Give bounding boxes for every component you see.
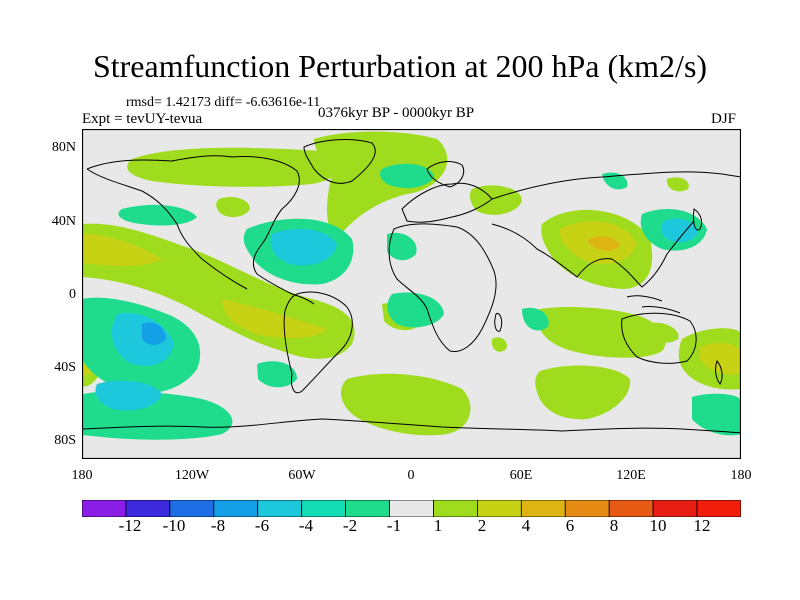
contour-negative <box>692 393 741 436</box>
contour-positive <box>666 177 689 192</box>
contour-positive <box>647 322 679 343</box>
contour-negative <box>522 307 549 331</box>
stats-text: rmsd= 1.42173 diff= -6.63616e-11 <box>126 95 321 110</box>
coast-japan <box>693 208 703 231</box>
contour-negative <box>660 218 698 243</box>
colorbar-label: 12 <box>693 516 711 535</box>
colorbar <box>82 500 741 517</box>
coast-africa <box>388 223 497 353</box>
contour-positive <box>587 236 620 251</box>
map-title: Streamfunction Perturbation at 200 hPa (… <box>92 48 708 84</box>
colorbar-box <box>125 500 171 517</box>
colorbar-box <box>169 500 215 517</box>
coast-asia-south <box>491 220 695 288</box>
lat-tick-label: 80N <box>51 140 76 155</box>
colorbar-box <box>696 500 741 517</box>
contour-positive <box>537 306 666 358</box>
lat-tick-label: 40N <box>51 214 76 229</box>
colorbar-label: -1 <box>386 516 402 535</box>
lon-tick-label: 60W <box>288 468 316 483</box>
experiment-label: Expt = tevUY-tevua <box>82 111 203 127</box>
lon-tick-label: 0 <box>407 468 415 483</box>
contour-positive <box>82 234 162 267</box>
colorbar-box <box>345 500 390 517</box>
colorbar-label: -2 <box>342 516 358 535</box>
coast-antarctica <box>82 418 741 434</box>
lon-tick-label: 120E <box>616 468 646 483</box>
contour-positive <box>127 147 341 187</box>
map-panel <box>82 129 741 459</box>
coast-asia <box>491 171 741 200</box>
colorbar-label: 10 <box>649 516 667 535</box>
colorbar-box <box>564 500 610 517</box>
coast-greenland <box>303 139 376 184</box>
colorbar-label: -4 <box>298 516 314 535</box>
contour-positive <box>216 197 250 218</box>
colorbar-box <box>82 500 127 517</box>
colorbar-label: 6 <box>565 516 575 535</box>
colorbar-box <box>301 500 346 517</box>
contour-positive <box>340 373 471 436</box>
lon-tick-label: 180 <box>71 468 93 483</box>
coast-europe <box>401 182 493 223</box>
map-frame <box>82 129 741 459</box>
lat-tick-label: 80S <box>54 433 76 448</box>
colorbar-label: 4 <box>521 516 531 535</box>
lat-tick-label: 0 <box>69 287 76 302</box>
colorbar-label: 2 <box>477 516 487 535</box>
contour-positive <box>222 299 327 339</box>
colorbar-label: -10 <box>162 516 186 535</box>
colorbar-box <box>257 500 303 517</box>
coast-scandinavia <box>426 161 465 188</box>
contour-negative <box>95 380 162 411</box>
colorbar-label: -8 <box>210 516 226 535</box>
colorbar-box <box>520 500 566 517</box>
colorbar-box <box>476 500 522 517</box>
contour-negative <box>142 322 166 345</box>
contour-negative <box>379 163 434 189</box>
coast-south-america <box>283 291 353 394</box>
colorbar-box <box>652 500 698 517</box>
colorbar-box <box>608 500 654 517</box>
coastlines <box>82 139 741 434</box>
contour-negative <box>257 361 297 388</box>
colorbar-box <box>213 500 259 517</box>
colorbar-label: 1 <box>433 516 443 535</box>
coast-australia <box>621 312 697 364</box>
contour-positive <box>700 342 741 375</box>
contour-negative <box>387 232 417 261</box>
colorbar-label: 8 <box>609 516 619 535</box>
colorbar-label: -12 <box>118 516 142 535</box>
colorbar-box <box>433 500 478 517</box>
contour-negative <box>270 228 337 266</box>
coast-indonesia <box>626 295 681 314</box>
period-label: 0376kyr BP - 0000kyr BP <box>318 105 475 121</box>
contour-negative <box>118 204 197 226</box>
lon-tick-label: 120W <box>174 468 210 483</box>
coast-new-zealand <box>715 360 723 385</box>
coast-north-america <box>86 155 315 305</box>
season-label: DJF <box>711 111 737 127</box>
coast-north-america-west <box>86 168 248 290</box>
contour-positive <box>491 337 507 352</box>
colorbar-label: -6 <box>254 516 270 535</box>
contour-positive <box>314 131 448 239</box>
lat-tick-label: 40S <box>54 360 76 375</box>
contour-positive <box>469 185 522 215</box>
colorbar-box <box>389 500 434 517</box>
lon-tick-label: 60E <box>509 468 533 483</box>
lon-tick-label: 180 <box>730 468 752 483</box>
contour-positive <box>535 365 631 420</box>
coast-madagascar <box>494 312 503 332</box>
